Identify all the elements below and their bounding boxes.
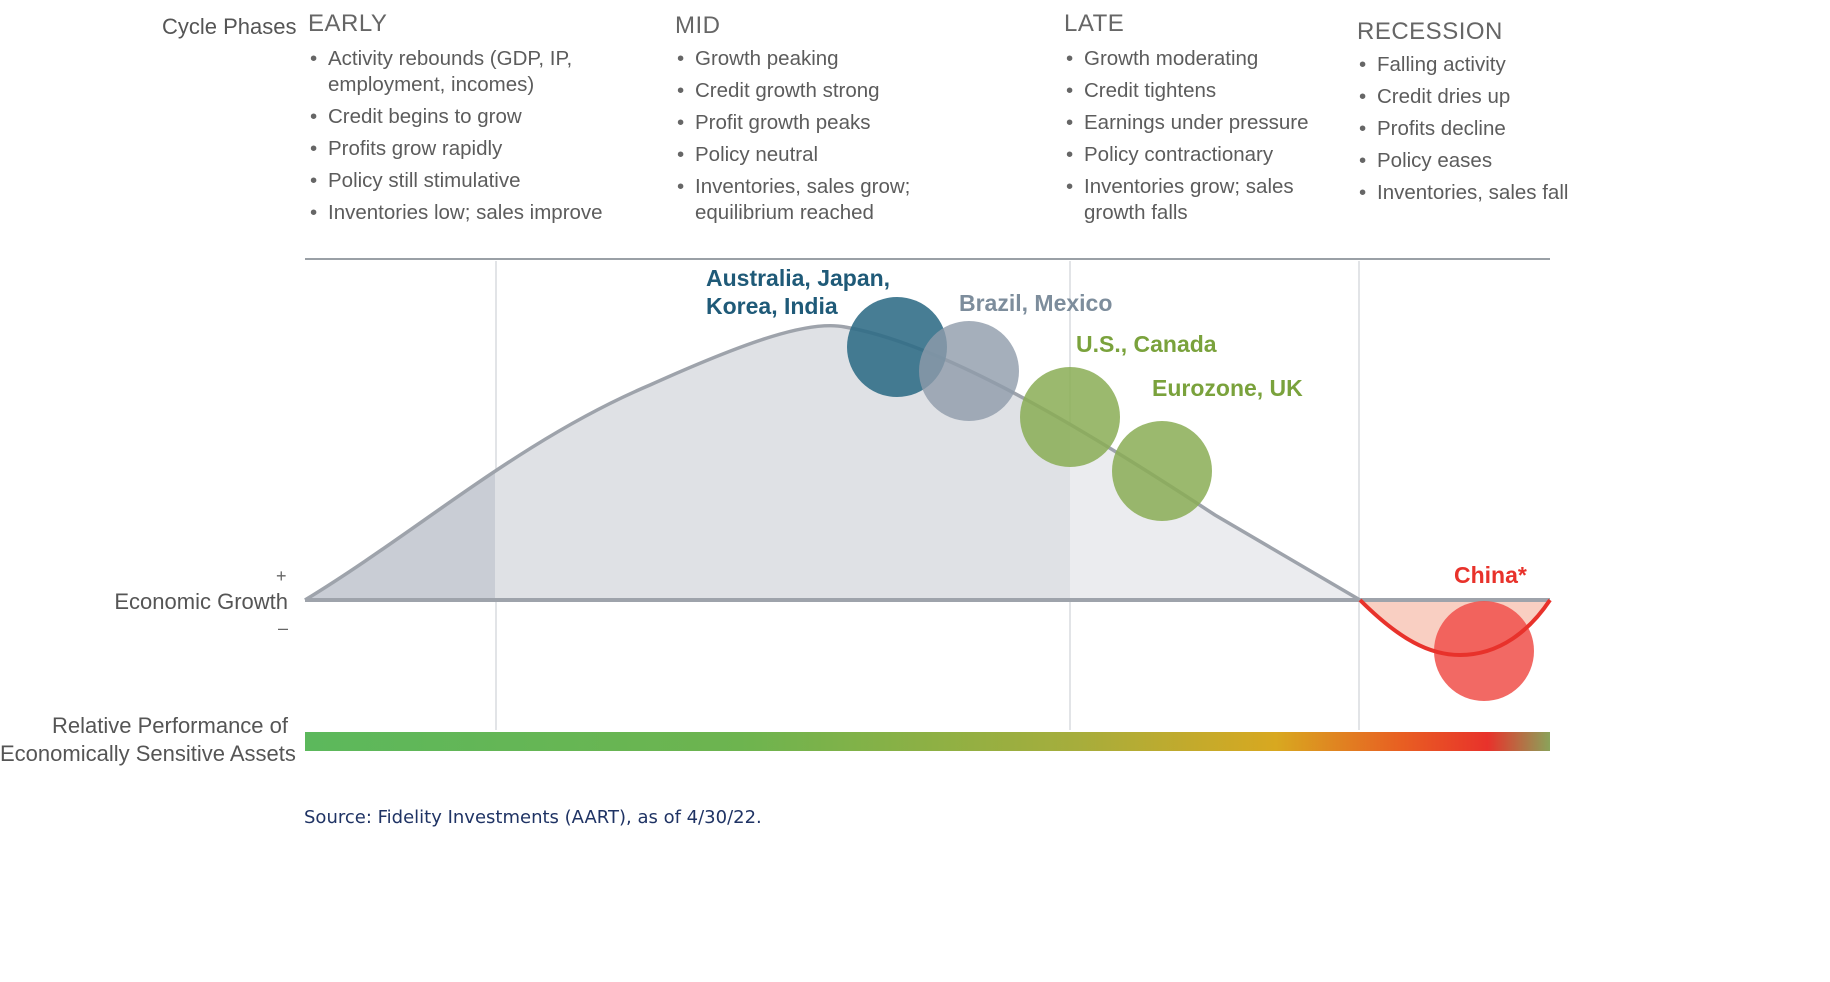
phase-title-late: LATE [1064,10,1125,37]
phase-recession-bullets: Falling activity Credit dries up Profits… [1357,52,1587,206]
curve-fill-early [305,471,495,600]
bullet: Policy eases [1357,148,1587,174]
phase-mid-bullets: Growth peaking Credit growth strong Prof… [675,46,955,226]
bubble-us-canada [1020,367,1120,467]
bullet: Policy contractionary [1064,142,1314,168]
phase-early-bullets: Activity rebounds (GDP, IP, employment, … [308,46,608,226]
phase-late: LATE Growth moderating Credit tightens E… [1064,10,1324,232]
phase-title-early: EARLY [308,10,388,37]
bullet: Profits grow rapidly [308,136,608,162]
bubble-eurozone-uk [1112,421,1212,521]
bullet: Inventories, sales fall [1357,180,1587,206]
bullet: Inventories, sales grow; equilibrium rea… [675,174,955,226]
performance-gradient-bar [305,732,1550,751]
label-us-canada: U.S., Canada [1076,331,1217,357]
bullet: Activity rebounds (GDP, IP, employment, … [308,46,608,98]
cycle-phases-label: Cycle Phases [162,14,297,39]
performance-label-line1: Relative Performance of [52,713,288,738]
label-eurozone-uk: Eurozone, UK [1152,375,1303,401]
phase-title-mid: MID [675,12,721,39]
performance-label: Relative Performance of Economically Sen… [0,712,296,768]
bullet: Policy neutral [675,142,955,168]
curve-fill-late [1070,424,1360,600]
label-australia-japan-korea-india: Australia, Japan, Korea, India [706,265,891,319]
bullet: Credit growth strong [675,78,955,104]
axis-label-economic-growth: Economic Growth [114,589,288,614]
bullet: Credit begins to grow [308,104,608,130]
bullet: Growth peaking [675,46,955,72]
axis-minus-sign: – [278,618,289,638]
bullet: Profits decline [1357,116,1587,142]
phase-title-recession: RECESSION [1357,18,1503,45]
performance-label-line2: Economically Sensitive Assets [0,741,296,766]
phase-early: EARLY Activity rebounds (GDP, IP, employ… [308,10,628,232]
label-china: China* [1454,562,1527,588]
bullet: Credit dries up [1357,84,1587,110]
bullet: Growth moderating [1064,46,1314,72]
phase-mid: MID Growth peaking Credit growth strong … [675,12,975,232]
phase-recession: RECESSION Falling activity Credit dries … [1357,18,1597,212]
label-brazil-mexico: Brazil, Mexico [959,290,1113,316]
bullet: Policy still stimulative [308,168,608,194]
source-note: Source: Fidelity Investments (AART), as … [304,807,762,828]
recession-curve [1358,598,1552,658]
axis-plus-sign: + [276,566,287,586]
bullet: Inventories low; sales improve [308,200,608,226]
bullet: Credit tightens [1064,78,1314,104]
phase-late-bullets: Growth moderating Credit tightens Earnin… [1064,46,1314,226]
bullet: Inventories grow; sales growth falls [1064,174,1314,226]
bullet: Falling activity [1357,52,1587,78]
bubble-brazil-mexico [919,321,1019,421]
bullet: Profit growth peaks [675,110,955,136]
bullet: Earnings under pressure [1064,110,1314,136]
